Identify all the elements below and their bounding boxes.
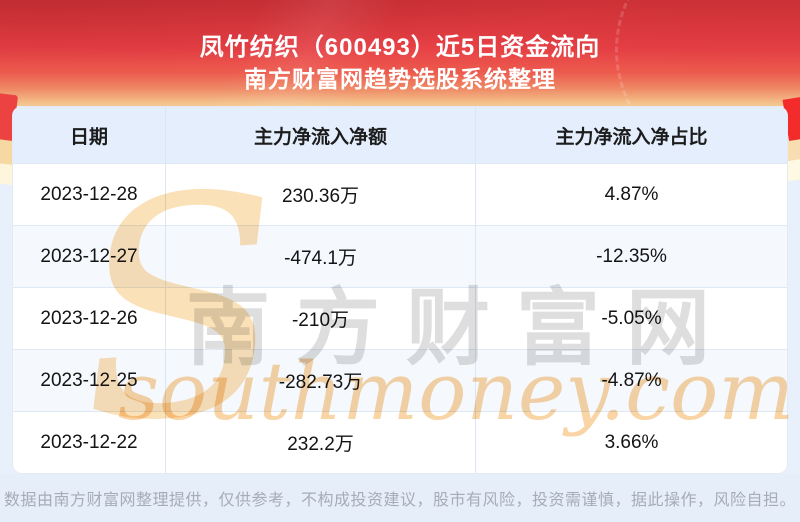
- date-cell: 2023-12-22: [13, 412, 166, 473]
- date-cell: 2023-12-26: [13, 288, 166, 350]
- amount-cell: -474.1万: [166, 226, 476, 288]
- page-title: 凤竹纺织（600493）近5日资金流向: [199, 34, 601, 61]
- footer: 数据由南方财富网整理提供，仅供参考，不构成投资建议，股市有风险，投资需谨慎，据此…: [0, 474, 800, 522]
- amount-cell: 230.36万: [166, 164, 476, 226]
- ratio-cell: -12.35%: [476, 226, 787, 288]
- disclaimer-text: 数据由南方财富网整理提供，仅供参考，不构成投资建议，股市有风险，投资需谨慎，据此…: [3, 492, 796, 509]
- ratio-cell: 3.66%: [476, 412, 787, 473]
- date-cell: 2023-12-27: [13, 226, 166, 288]
- header-cell-date: 日期: [13, 107, 166, 164]
- ratio-cell: -5.05%: [476, 288, 787, 350]
- date-cell: 2023-12-28: [13, 164, 166, 226]
- amount-cell: 232.2万: [166, 412, 476, 473]
- banner-sheen-decoration: [120, 0, 540, 106]
- header-cell-ratio: 主力净流入净占比: [476, 107, 787, 164]
- page-subtitle: 南方财富网趋势选股系统整理: [244, 66, 556, 92]
- fund-flow-table: 日期 主力净流入净额 主力净流入净占比 2023-12-28 230.36万 4…: [12, 106, 788, 474]
- date-cell: 2023-12-25: [13, 350, 166, 412]
- header-cell-amount: 主力净流入净额: [166, 107, 476, 164]
- ratio-cell: -4.87%: [476, 350, 787, 412]
- banner: 凤竹纺织（600493）近5日资金流向 南方财富网趋势选股系统整理: [0, 0, 800, 170]
- amount-cell: -210万: [166, 288, 476, 350]
- amount-cell: -282.73万: [166, 350, 476, 412]
- ratio-cell: 4.87%: [476, 164, 787, 226]
